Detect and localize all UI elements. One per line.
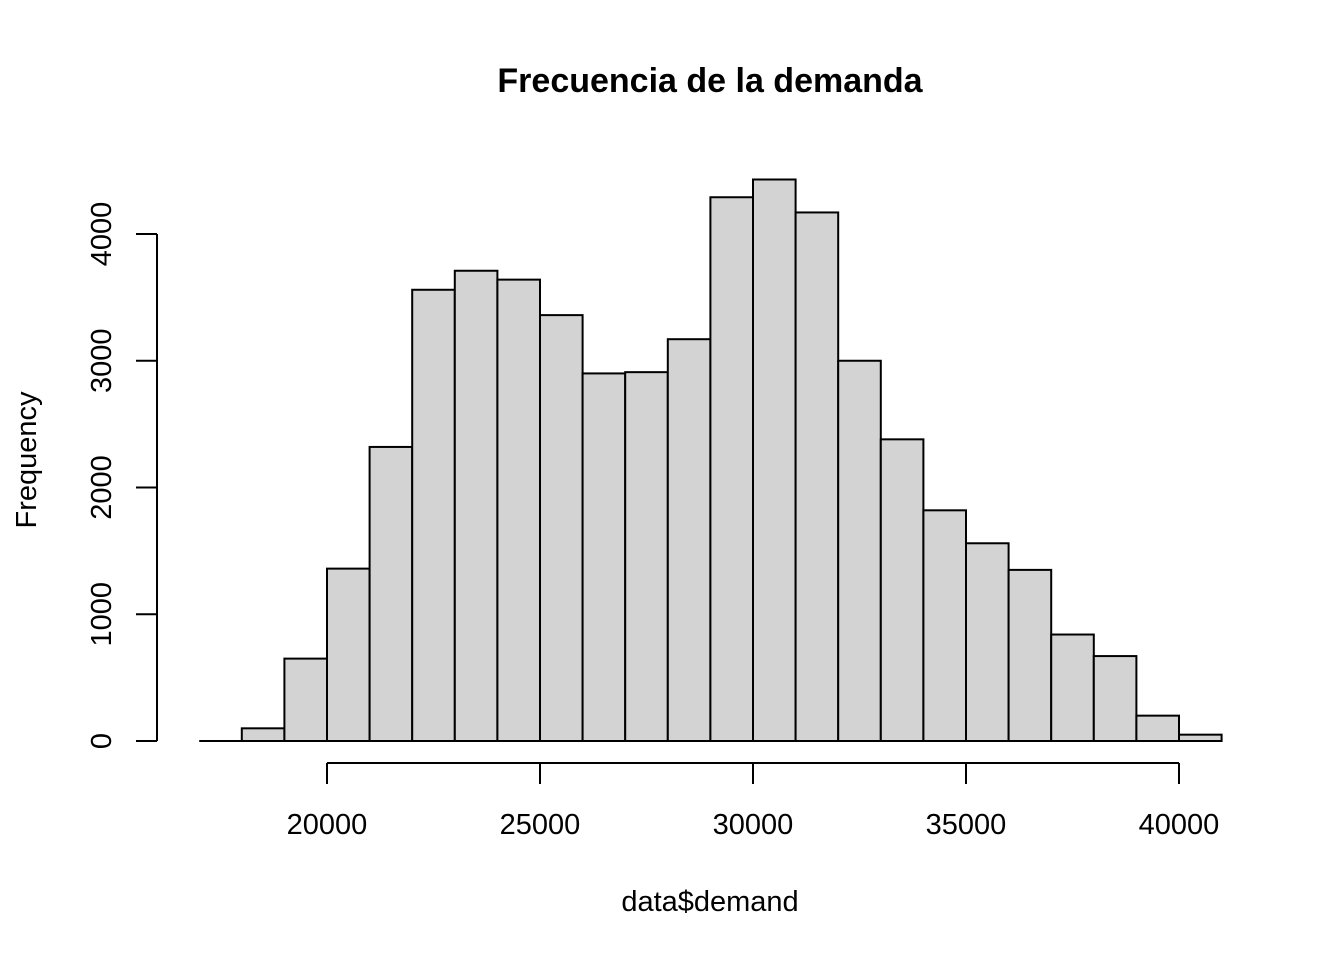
histogram-bar-18 xyxy=(965,542,1010,743)
x-tick-label-1: 25000 xyxy=(500,809,581,841)
histogram-bar-1 xyxy=(240,727,286,743)
chart-title: Frecuencia de la demanda xyxy=(497,62,923,100)
histogram-bar-7 xyxy=(496,278,541,742)
histogram-bar-22 xyxy=(1135,714,1181,743)
x-axis-label: data$demand xyxy=(621,886,798,918)
histogram-bar-2 xyxy=(283,657,328,742)
x-tick-label-4: 40000 xyxy=(1139,809,1220,841)
histogram-bar-21 xyxy=(1092,655,1138,743)
x-axis: 20000 25000 30000 35000 40000 xyxy=(287,762,1220,841)
histogram-bar-14 xyxy=(794,211,840,742)
y-axis: 0 1000 2000 3000 4000 xyxy=(86,202,158,749)
histogram-bars xyxy=(199,178,1223,743)
histogram-bar-10 xyxy=(624,371,669,742)
x-tick-label-0: 20000 xyxy=(287,809,368,841)
histogram-bar-4 xyxy=(368,445,414,742)
histogram-bar-3 xyxy=(326,567,371,742)
y-tick-label-3: 3000 xyxy=(86,328,118,393)
y-tick-label-4: 4000 xyxy=(86,202,118,267)
histogram-bar-11 xyxy=(666,338,712,742)
histogram-bar-12 xyxy=(709,196,755,742)
x-tick-label-3: 35000 xyxy=(926,809,1007,841)
x-tick-label-2: 30000 xyxy=(713,809,794,841)
histogram-bar-20 xyxy=(1050,633,1095,743)
y-axis-label: Frequency xyxy=(11,391,43,529)
y-tick-label-2: 2000 xyxy=(86,455,118,520)
histogram-bar-8 xyxy=(539,314,584,742)
histogram-bar-6 xyxy=(453,269,499,742)
histogram-bar-19 xyxy=(1007,568,1053,743)
histogram-bar-15 xyxy=(837,359,882,742)
histogram-bar-9 xyxy=(581,372,627,742)
histogram-bar-5 xyxy=(411,288,456,742)
histogram-bar-17 xyxy=(922,509,968,742)
y-tick-label-0: 0 xyxy=(86,733,118,749)
y-tick-label-1: 1000 xyxy=(86,582,118,647)
histogram-bar-13 xyxy=(752,178,797,742)
histogram-bar-16 xyxy=(879,438,925,742)
